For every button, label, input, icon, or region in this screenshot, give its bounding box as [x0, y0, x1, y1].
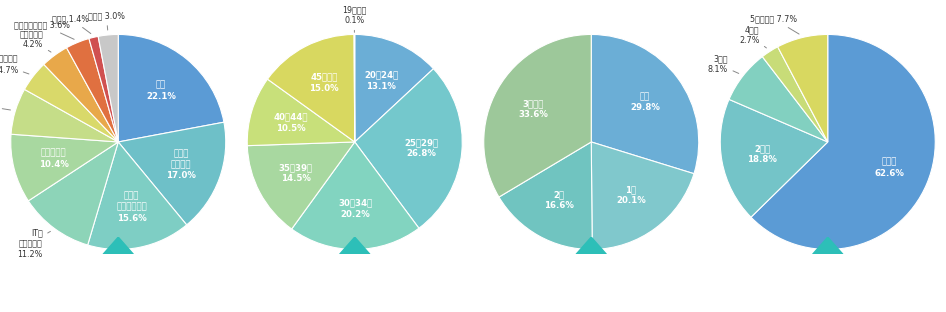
Wedge shape [355, 34, 433, 142]
Text: 転職経験: 転職経験 [576, 7, 606, 21]
Text: 25～29歳
26.8%: 25～29歳 26.8% [404, 138, 438, 158]
Wedge shape [355, 69, 463, 228]
Text: 35～39歳
14.5%: 35～39歳 14.5% [279, 163, 313, 183]
Text: 40～44歳
10.5%: 40～44歳 10.5% [273, 113, 308, 133]
Text: 専門職 1.4%: 専門職 1.4% [52, 14, 91, 34]
Wedge shape [778, 34, 828, 142]
Wedge shape [751, 34, 936, 250]
Wedge shape [88, 142, 186, 250]
Wedge shape [10, 134, 118, 201]
Text: 転職経験1回以下の
来場者が約半数: 転職経験1回以下の 来場者が約半数 [559, 266, 623, 297]
Polygon shape [813, 237, 843, 254]
Wedge shape [118, 122, 226, 225]
Text: その他 3.0%: その他 3.0% [88, 11, 125, 30]
Text: 医療・化学・
食品 4.7%: 医療・化学・ 食品 4.7% [0, 55, 29, 74]
Text: 20～24歳
13.1%: 20～24歳 13.1% [364, 71, 398, 91]
Text: 約6割が
新規転職希望者: 約6割が 新規転職希望者 [803, 266, 852, 297]
Wedge shape [118, 34, 224, 142]
Text: 企画・管理
10.4%: 企画・管理 10.4% [39, 149, 69, 169]
Wedge shape [25, 64, 118, 142]
Text: 年齢: 年齢 [347, 7, 362, 21]
Text: 4回目
2.7%: 4回目 2.7% [739, 25, 766, 48]
Wedge shape [98, 34, 118, 142]
Wedge shape [720, 100, 828, 217]
Text: 営業
22.1%: 営業 22.1% [146, 80, 176, 101]
Wedge shape [11, 89, 118, 142]
Wedge shape [499, 142, 592, 250]
Text: クリエイティブ 3.6%: クリエイティブ 3.6% [14, 20, 74, 39]
Text: 約4半数が20代後半～
30代前半: 約4半数が20代後半～ 30代前半 [314, 266, 395, 297]
Wedge shape [247, 79, 355, 146]
Text: 30～34歳
20.2%: 30～34歳 20.2% [338, 198, 373, 219]
Text: 45歳以上
15.0%: 45歳以上 15.0% [309, 73, 339, 93]
Wedge shape [483, 34, 591, 197]
Text: 建築・土木
4.2%: 建築・土木 4.2% [20, 30, 51, 52]
Text: なし
29.8%: なし 29.8% [630, 92, 659, 112]
Text: 3回以上
33.6%: 3回以上 33.6% [518, 99, 549, 119]
Text: 1回
20.1%: 1回 20.1% [616, 185, 646, 206]
Wedge shape [44, 48, 118, 142]
Wedge shape [729, 57, 828, 142]
Polygon shape [576, 237, 606, 254]
Text: 販売・
サービス
17.0%: 販売・ サービス 17.0% [166, 149, 196, 180]
Wedge shape [28, 142, 118, 245]
Text: 2回
16.6%: 2回 16.6% [544, 190, 573, 210]
Text: 職種: 職種 [111, 7, 126, 21]
Polygon shape [103, 237, 133, 254]
Text: 2回目
18.8%: 2回目 18.8% [747, 144, 778, 164]
Text: 来場回数: 来場回数 [813, 7, 843, 21]
Wedge shape [247, 142, 355, 229]
Text: 5回目以上 7.7%: 5回目以上 7.7% [750, 14, 799, 34]
Wedge shape [591, 34, 699, 174]
Text: さまざまな職種の
転職希望者が来場: さまざまな職種の 転職希望者が来場 [90, 266, 147, 297]
Wedge shape [268, 34, 355, 142]
Wedge shape [89, 37, 118, 142]
Text: IT系
エンジニア
11.2%: IT系 エンジニア 11.2% [17, 229, 50, 259]
Text: 初めて
62.6%: 初めて 62.6% [874, 158, 904, 178]
Text: モノづくり系
エンジニア
7.0%: モノづくり系 エンジニア 7.0% [0, 90, 10, 120]
Wedge shape [66, 38, 118, 142]
Text: 3回目
8.1%: 3回目 8.1% [708, 54, 739, 74]
Polygon shape [340, 237, 370, 254]
Wedge shape [762, 47, 828, 142]
Text: 事務・
アシスタント
15.6%: 事務・ アシスタント 15.6% [116, 192, 147, 223]
Wedge shape [291, 142, 419, 250]
Text: 19歳以下
0.1%: 19歳以下 0.1% [342, 5, 366, 32]
Wedge shape [591, 142, 694, 250]
